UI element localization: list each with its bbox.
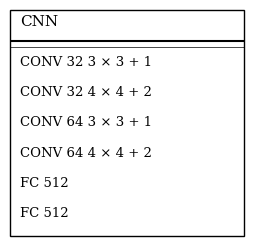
Text: FC 512: FC 512 (20, 207, 69, 220)
Text: CONV 32 4 × 4 + 2: CONV 32 4 × 4 + 2 (20, 86, 152, 99)
Text: CONV 64 4 × 4 + 2: CONV 64 4 × 4 + 2 (20, 147, 152, 160)
Text: CONV 32 3 × 3 + 1: CONV 32 3 × 3 + 1 (20, 56, 152, 69)
Text: CNN: CNN (20, 15, 58, 29)
Text: FC 512: FC 512 (20, 177, 69, 190)
Text: CONV 64 3 × 3 + 1: CONV 64 3 × 3 + 1 (20, 116, 152, 129)
